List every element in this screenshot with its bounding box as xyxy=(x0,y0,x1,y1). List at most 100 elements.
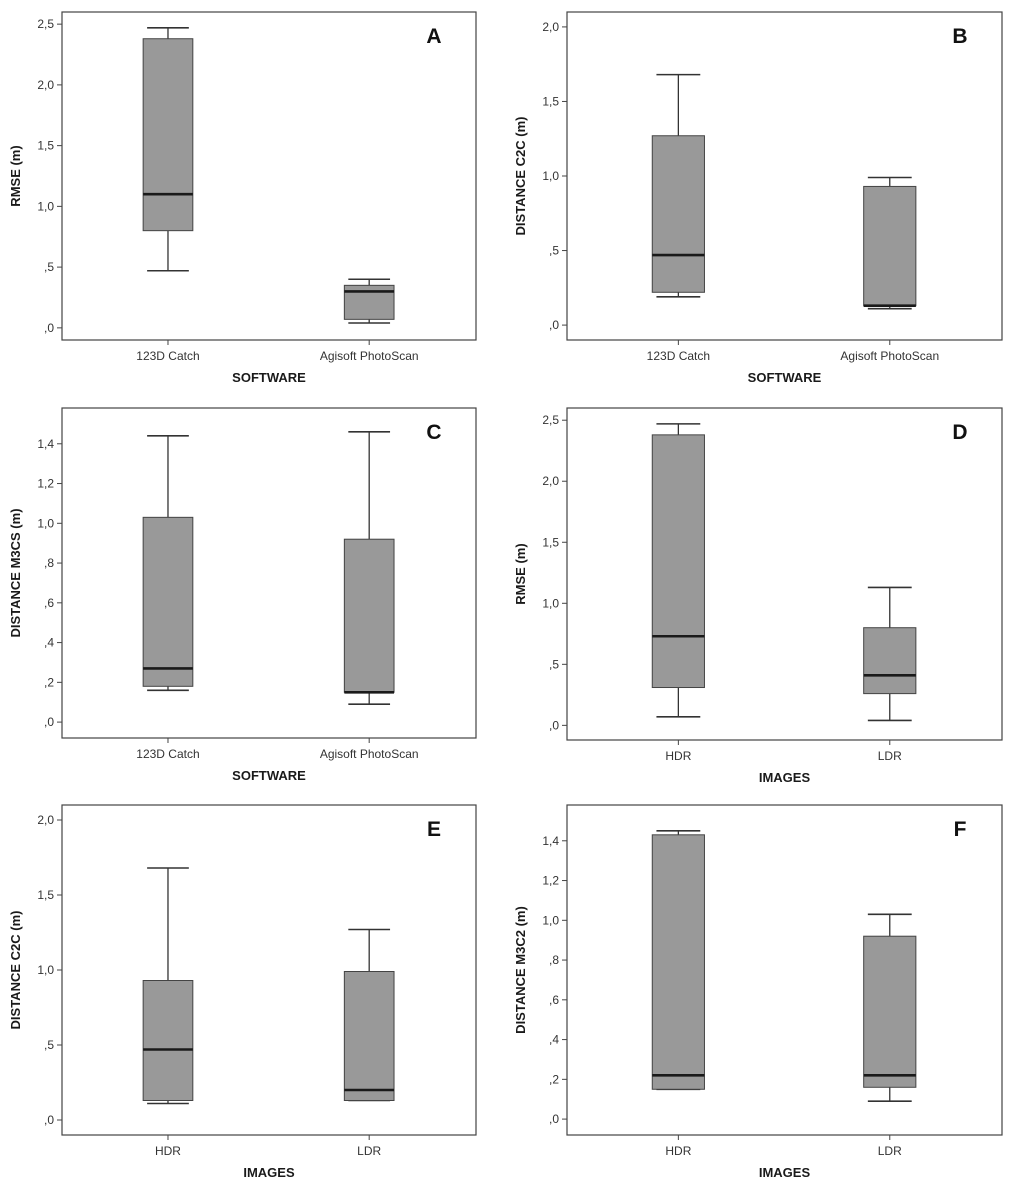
iqr-box xyxy=(651,135,705,293)
chart-panel-d: ,0 ,5 1,0 1,5 2,0 2,5 HDR LDR D IMAGES RMSE (m) xyxy=(513,407,1003,785)
plot-frame xyxy=(566,11,1003,341)
box-1 xyxy=(142,26,194,272)
box-1 xyxy=(651,73,705,298)
y-axis-title: DISTANCE C2C (m) xyxy=(513,117,528,236)
y-tick-label: 1,5 xyxy=(542,94,559,108)
panel-label: F xyxy=(954,818,967,841)
y-tick-label: ,5 xyxy=(549,244,559,258)
y-tick-label: 2,0 xyxy=(542,474,559,488)
chart-panel-e: ,0 ,5 1,0 1,5 2,0 HDR LDR E IMAGES DISTANCE C2C (… xyxy=(8,804,477,1180)
y-tick-label: 2,0 xyxy=(37,78,54,92)
y-tick-label: ,5 xyxy=(44,260,54,274)
x-category-label: LDR xyxy=(357,1144,381,1158)
iqr-box xyxy=(651,434,705,689)
panel-label: E xyxy=(427,818,441,841)
plot-frame xyxy=(566,407,1003,741)
y-tick-label: 1,0 xyxy=(542,169,559,183)
x-axis-title: IMAGES xyxy=(759,770,811,785)
box-2 xyxy=(343,431,395,706)
iqr-box xyxy=(343,538,395,693)
y-tick-label: 2,5 xyxy=(542,413,559,427)
iqr-box xyxy=(343,971,395,1101)
y-tick-label: ,8 xyxy=(549,953,559,967)
y-tick-label: 1,0 xyxy=(37,516,54,530)
y-tick-label: 1,5 xyxy=(542,535,559,549)
y-tick-label: ,2 xyxy=(44,675,54,689)
chart-panel-a: ,0 ,5 1,0 1,5 2,0 2,5 123D Catch Agisoft PhotoS… xyxy=(8,11,477,385)
box-2 xyxy=(343,928,395,1102)
chart-panel-b: ,0 ,5 1,0 1,5 2,0 123D Catch Agisoft PhotoScan… xyxy=(513,11,1003,385)
x-axis-title: IMAGES xyxy=(243,1165,295,1180)
y-tick-label: ,0 xyxy=(549,318,559,332)
y-tick-label: ,5 xyxy=(44,1038,54,1052)
y-tick-label: ,4 xyxy=(549,1033,559,1047)
iqr-box xyxy=(651,834,705,1090)
x-category-label: Agisoft PhotoScan xyxy=(320,349,419,363)
x-axis-title: SOFTWARE xyxy=(232,768,306,783)
y-tick-label: 1,4 xyxy=(37,437,54,451)
plot-frame xyxy=(61,11,477,341)
y-tick-label: 1,5 xyxy=(37,139,54,153)
x-category-label: HDR xyxy=(665,1144,691,1158)
y-tick-label: 1,0 xyxy=(542,596,559,610)
y-tick-label: ,0 xyxy=(44,1113,54,1127)
y-tick-label: ,0 xyxy=(44,715,54,729)
iqr-box xyxy=(142,980,194,1101)
iqr-box xyxy=(863,935,917,1088)
box-1 xyxy=(651,423,705,718)
y-tick-label: ,6 xyxy=(549,993,559,1007)
box-1 xyxy=(142,435,194,692)
chart-panel-c: ,0 ,2 ,4 ,6 ,8 1,0 1,2 1,4 123D Catch Agisoft Pho… xyxy=(8,407,477,783)
x-category-label: LDR xyxy=(878,749,902,763)
y-tick-label: ,0 xyxy=(44,321,54,335)
panel-label: A xyxy=(426,25,441,48)
y-tick-label: ,4 xyxy=(44,636,54,650)
plot-frame xyxy=(61,804,477,1136)
panel-label: D xyxy=(952,421,967,444)
box-1 xyxy=(142,867,194,1105)
panel-label: C xyxy=(426,421,441,444)
y-tick-label: 1,5 xyxy=(37,888,54,902)
x-category-label: 123D Catch xyxy=(136,349,199,363)
y-axis-title: DISTANCE C2C (m) xyxy=(8,911,23,1030)
iqr-box xyxy=(863,185,917,307)
box-2 xyxy=(863,913,917,1103)
x-axis-title: SOFTWARE xyxy=(748,370,822,385)
y-tick-label: 1,2 xyxy=(37,477,54,491)
y-tick-label: ,6 xyxy=(44,596,54,610)
y-axis-title: RMSE (m) xyxy=(513,543,528,604)
y-axis-title: RMSE (m) xyxy=(8,145,23,206)
x-category-label: LDR xyxy=(878,1144,902,1158)
box-2 xyxy=(863,176,917,310)
plot-frame xyxy=(566,804,1003,1136)
y-tick-label: ,0 xyxy=(549,1112,559,1126)
y-tick-label: ,5 xyxy=(549,657,559,671)
x-axis-title: IMAGES xyxy=(759,1165,811,1180)
iqr-box xyxy=(142,516,194,687)
y-tick-label: 2,5 xyxy=(37,17,54,31)
x-axis-title: SOFTWARE xyxy=(232,370,306,385)
x-category-label: Agisoft PhotoScan xyxy=(840,349,939,363)
x-category-label: 123D Catch xyxy=(647,349,710,363)
y-tick-label: 1,4 xyxy=(542,834,559,848)
y-tick-label: 1,2 xyxy=(542,874,559,888)
y-tick-label: 1,0 xyxy=(37,199,54,213)
x-category-label: HDR xyxy=(155,1144,181,1158)
chart-panel-f: ,0 ,2 ,4 ,6 ,8 1,0 1,2 1,4 HDR LDR F IMAGES DISTANCE… xyxy=(513,804,1003,1180)
box-1 xyxy=(651,830,705,1091)
y-axis-title: DISTANCE M3CS (m) xyxy=(8,508,23,637)
y-tick-label: 1,0 xyxy=(37,963,54,977)
y-tick-label: 2,0 xyxy=(542,20,559,34)
y-axis-title: DISTANCE M3C2 (m) xyxy=(513,906,528,1034)
x-category-label: 123D Catch xyxy=(136,747,199,761)
x-category-label: Agisoft PhotoScan xyxy=(320,747,419,761)
box-2 xyxy=(343,278,395,324)
panel-label: B xyxy=(952,25,967,48)
y-tick-label: ,2 xyxy=(549,1072,559,1086)
box-2 xyxy=(863,586,917,722)
plot-frame xyxy=(61,407,477,739)
y-tick-label: ,8 xyxy=(44,556,54,570)
y-tick-label: 2,0 xyxy=(37,813,54,827)
iqr-box xyxy=(142,38,194,232)
